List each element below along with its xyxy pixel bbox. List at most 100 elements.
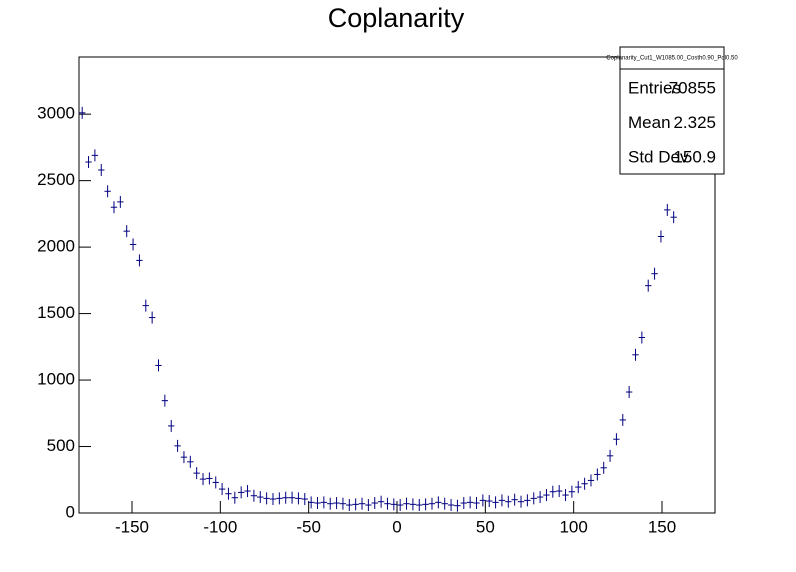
data-point xyxy=(625,386,633,399)
data-point xyxy=(180,451,188,464)
x-tick-label: 100 xyxy=(559,517,587,536)
data-point xyxy=(466,496,474,509)
data-point xyxy=(581,477,588,490)
y-tick-label: 2500 xyxy=(37,170,75,189)
data-point xyxy=(250,489,258,502)
data-point xyxy=(638,331,646,344)
data-point xyxy=(397,499,404,512)
data-point xyxy=(288,491,296,504)
y-tick-label: 1000 xyxy=(37,370,75,389)
data-point xyxy=(479,494,487,507)
data-point xyxy=(129,238,137,251)
data-point xyxy=(575,481,582,494)
data-point xyxy=(371,497,378,510)
data-point xyxy=(174,439,181,452)
data-point xyxy=(295,492,302,505)
data-point xyxy=(473,497,480,510)
y-tick-label: 3000 xyxy=(37,104,75,123)
data-point xyxy=(562,489,569,502)
data-point xyxy=(314,497,321,510)
data-point xyxy=(263,492,270,505)
data-point xyxy=(613,433,620,446)
data-point xyxy=(657,230,665,243)
data-point xyxy=(435,496,442,509)
data-point xyxy=(193,467,200,480)
data-point xyxy=(416,499,423,512)
data-point xyxy=(85,156,92,169)
data-point xyxy=(670,211,677,224)
data-point xyxy=(377,495,385,508)
x-tick-label: -100 xyxy=(203,517,237,536)
stats-value: 2.325 xyxy=(673,113,716,132)
data-point xyxy=(549,485,556,498)
data-point xyxy=(346,499,353,512)
data-point xyxy=(384,497,391,510)
y-tick-label: 500 xyxy=(47,436,75,455)
data-point xyxy=(517,495,525,508)
data-point xyxy=(390,498,397,511)
data-point xyxy=(619,413,626,426)
data-point xyxy=(327,497,334,510)
data-point xyxy=(257,491,264,504)
data-point xyxy=(225,487,232,500)
data-point xyxy=(409,498,417,511)
stats-value: 70855 xyxy=(669,78,716,97)
data-point xyxy=(556,485,563,498)
data-point xyxy=(91,149,99,162)
data-point xyxy=(492,496,499,509)
y-tick-label: 1500 xyxy=(37,303,75,322)
stats-label: Entries xyxy=(628,78,681,97)
data-point xyxy=(333,497,340,510)
data-point xyxy=(244,485,251,498)
data-point xyxy=(447,499,455,512)
data-point xyxy=(282,491,289,504)
stats-box xyxy=(619,46,725,175)
stats-name: Coplanarity_Cut1_W1085.00_Costh0.90_Pol0… xyxy=(606,56,738,62)
data-point xyxy=(320,496,328,509)
data-point xyxy=(441,497,448,510)
data-point xyxy=(307,496,315,509)
data-point xyxy=(358,497,366,510)
data-point xyxy=(460,497,467,510)
data-point xyxy=(352,498,359,511)
data-point xyxy=(168,419,175,432)
data-point xyxy=(110,201,118,214)
data-point xyxy=(269,493,277,506)
data-point xyxy=(543,489,550,502)
data-point xyxy=(536,491,544,504)
data-point xyxy=(645,279,652,292)
data-point xyxy=(117,195,124,208)
data-point xyxy=(161,394,169,407)
data-point xyxy=(422,498,429,511)
x-tick-label: 50 xyxy=(476,517,495,536)
data-point xyxy=(594,468,601,481)
chart-title: Coplanarity xyxy=(328,3,465,33)
data-point xyxy=(568,485,576,498)
data-point xyxy=(218,483,226,496)
data-point xyxy=(428,497,436,510)
data-point xyxy=(231,491,238,504)
data-point xyxy=(123,225,130,238)
data-point xyxy=(104,185,111,198)
data-point xyxy=(199,473,207,486)
data-point xyxy=(454,499,461,512)
data-point xyxy=(301,493,308,506)
stats-label: Mean xyxy=(628,113,671,132)
data-point xyxy=(339,497,347,510)
data-point xyxy=(142,299,149,312)
data-point xyxy=(79,106,86,119)
data-point xyxy=(530,492,537,505)
data-point xyxy=(403,497,410,510)
data-point xyxy=(632,348,639,361)
x-tick-label: -150 xyxy=(115,517,149,536)
data-point xyxy=(136,254,143,267)
x-tick-label: 0 xyxy=(392,517,401,536)
x-tick-label: -50 xyxy=(296,517,321,536)
data-point xyxy=(276,492,283,505)
data-point xyxy=(148,311,156,324)
data-point xyxy=(651,267,658,280)
data-point xyxy=(505,495,512,508)
data-point xyxy=(511,493,518,506)
